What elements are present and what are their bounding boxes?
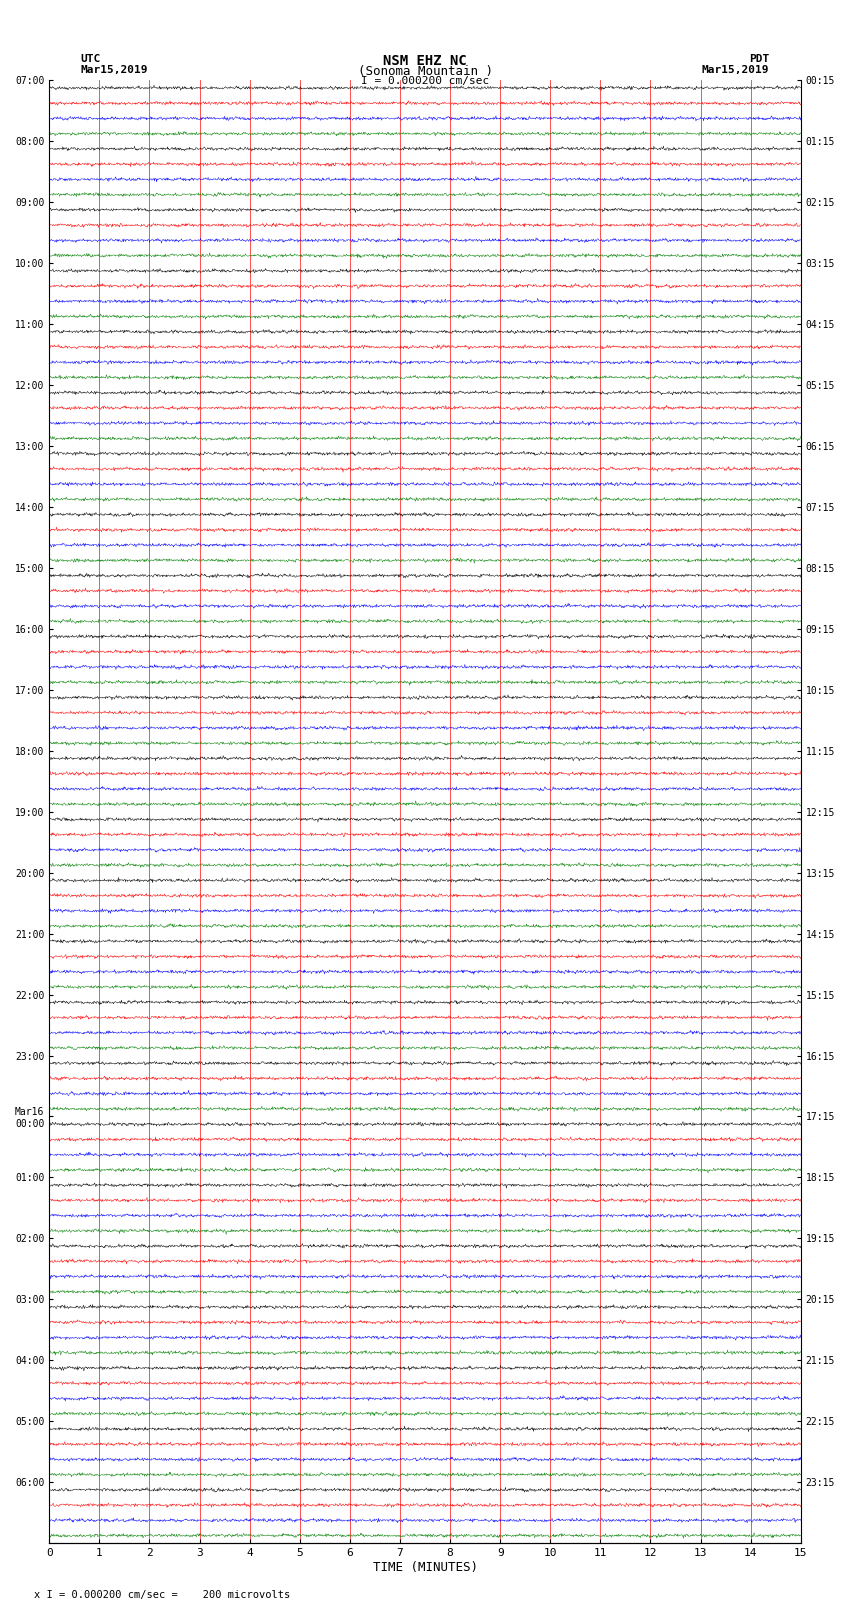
Text: (Sonoma Mountain ): (Sonoma Mountain )	[358, 65, 492, 79]
Text: Mar15,2019: Mar15,2019	[81, 65, 148, 76]
Text: UTC: UTC	[81, 53, 101, 65]
Text: x I = 0.000200 cm/sec =    200 microvolts: x I = 0.000200 cm/sec = 200 microvolts	[34, 1590, 290, 1600]
Text: PDT: PDT	[749, 53, 769, 65]
X-axis label: TIME (MINUTES): TIME (MINUTES)	[372, 1561, 478, 1574]
Text: NSM EHZ NC: NSM EHZ NC	[383, 53, 467, 68]
Text: Mar15,2019: Mar15,2019	[702, 65, 769, 76]
Text: I = 0.000200 cm/sec: I = 0.000200 cm/sec	[361, 76, 489, 85]
